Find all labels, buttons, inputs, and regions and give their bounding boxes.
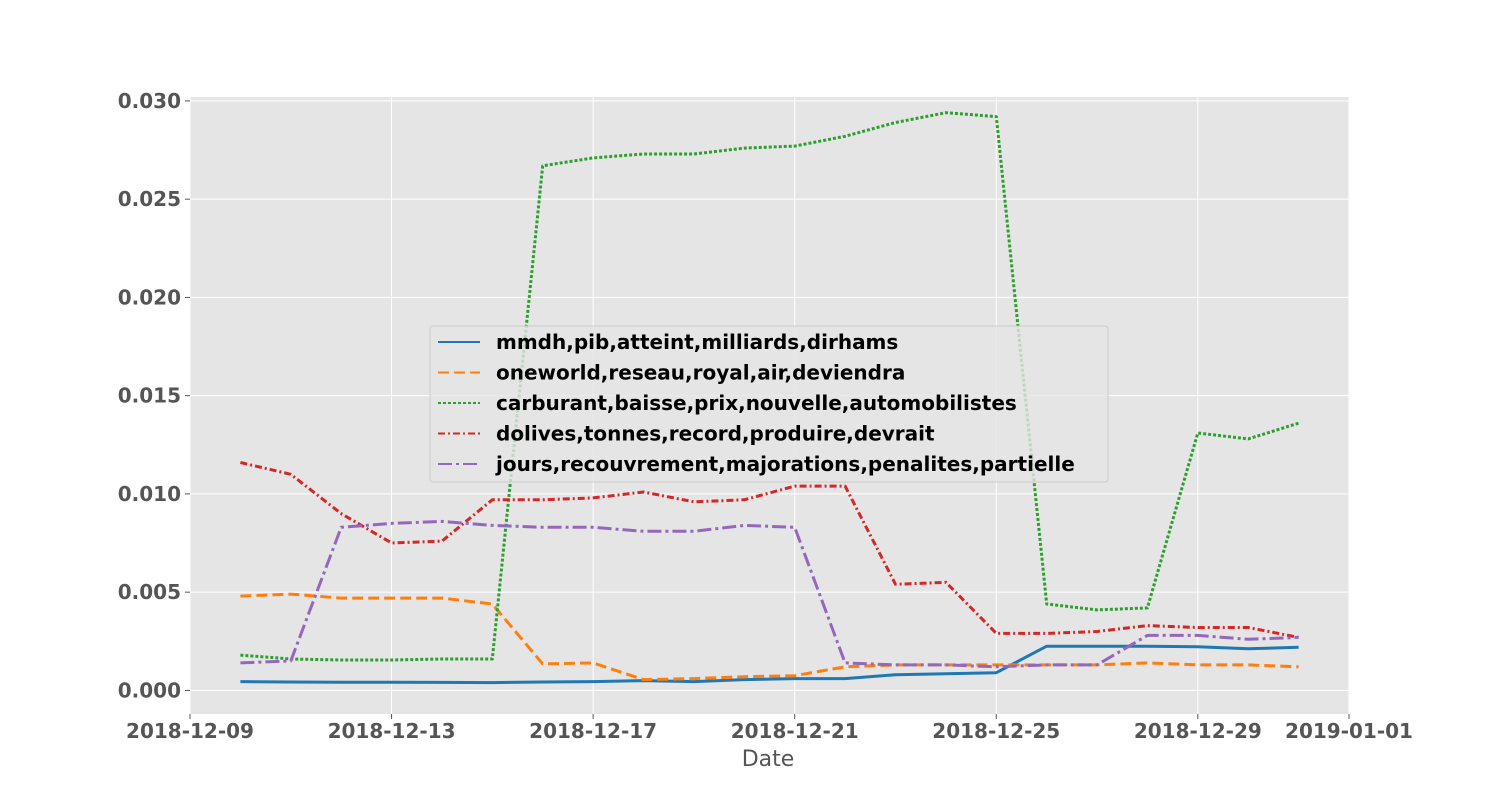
y-tick-label: 0.000	[118, 678, 181, 702]
y-axis: 0.000 0.005 0.010 0.015 0.020 0.025 0.030	[118, 89, 190, 702]
x-tick-label: 2018-12-17	[529, 719, 657, 743]
legend-entry: carburant,baisse,prix,nouvelle,automobil…	[496, 391, 1017, 415]
x-tick-label: 2018-12-29	[1134, 719, 1262, 743]
legend-entry: jours,recouvrement,majorations,penalites…	[495, 452, 1075, 476]
series-line	[240, 592, 1299, 682]
series-line	[240, 644, 1299, 685]
y-tick-label: 0.025	[118, 187, 181, 211]
y-tick-label: 0.030	[118, 89, 181, 113]
x-tick-label: 2018-12-21	[731, 719, 859, 743]
x-axis-title: Date	[742, 747, 795, 772]
x-tick-label: 2019-01-01	[1285, 719, 1413, 743]
legend: mmdh,pib,atteint,milliards,dirhams onewor…	[429, 325, 1109, 483]
x-tick-label: 2018-12-25	[932, 719, 1060, 743]
x-axis: 2018-12-09 2018-12-13 2018-12-17 2018-12-21…	[126, 714, 1413, 743]
legend-entry: oneworld,reseau,royal,air,deviendra	[496, 361, 905, 385]
series-line	[240, 461, 1299, 639]
y-tick-label: 0.010	[118, 482, 181, 506]
x-tick-label: 2018-12-13	[328, 719, 456, 743]
legend-entry: dolives,tonnes,record,produire,devrait	[496, 422, 935, 446]
y-tick-label: 0.020	[118, 285, 181, 309]
legend-entry: mmdh,pib,atteint,milliards,dirhams	[496, 330, 898, 354]
legend-box	[429, 325, 1109, 483]
series-line	[240, 111, 1300, 662]
y-tick-label: 0.015	[118, 384, 181, 408]
series-lines	[240, 111, 1300, 685]
x-tick-label: 2018-12-09	[126, 719, 254, 743]
y-tick-label: 0.005	[118, 580, 181, 604]
series-line	[240, 519, 1299, 669]
